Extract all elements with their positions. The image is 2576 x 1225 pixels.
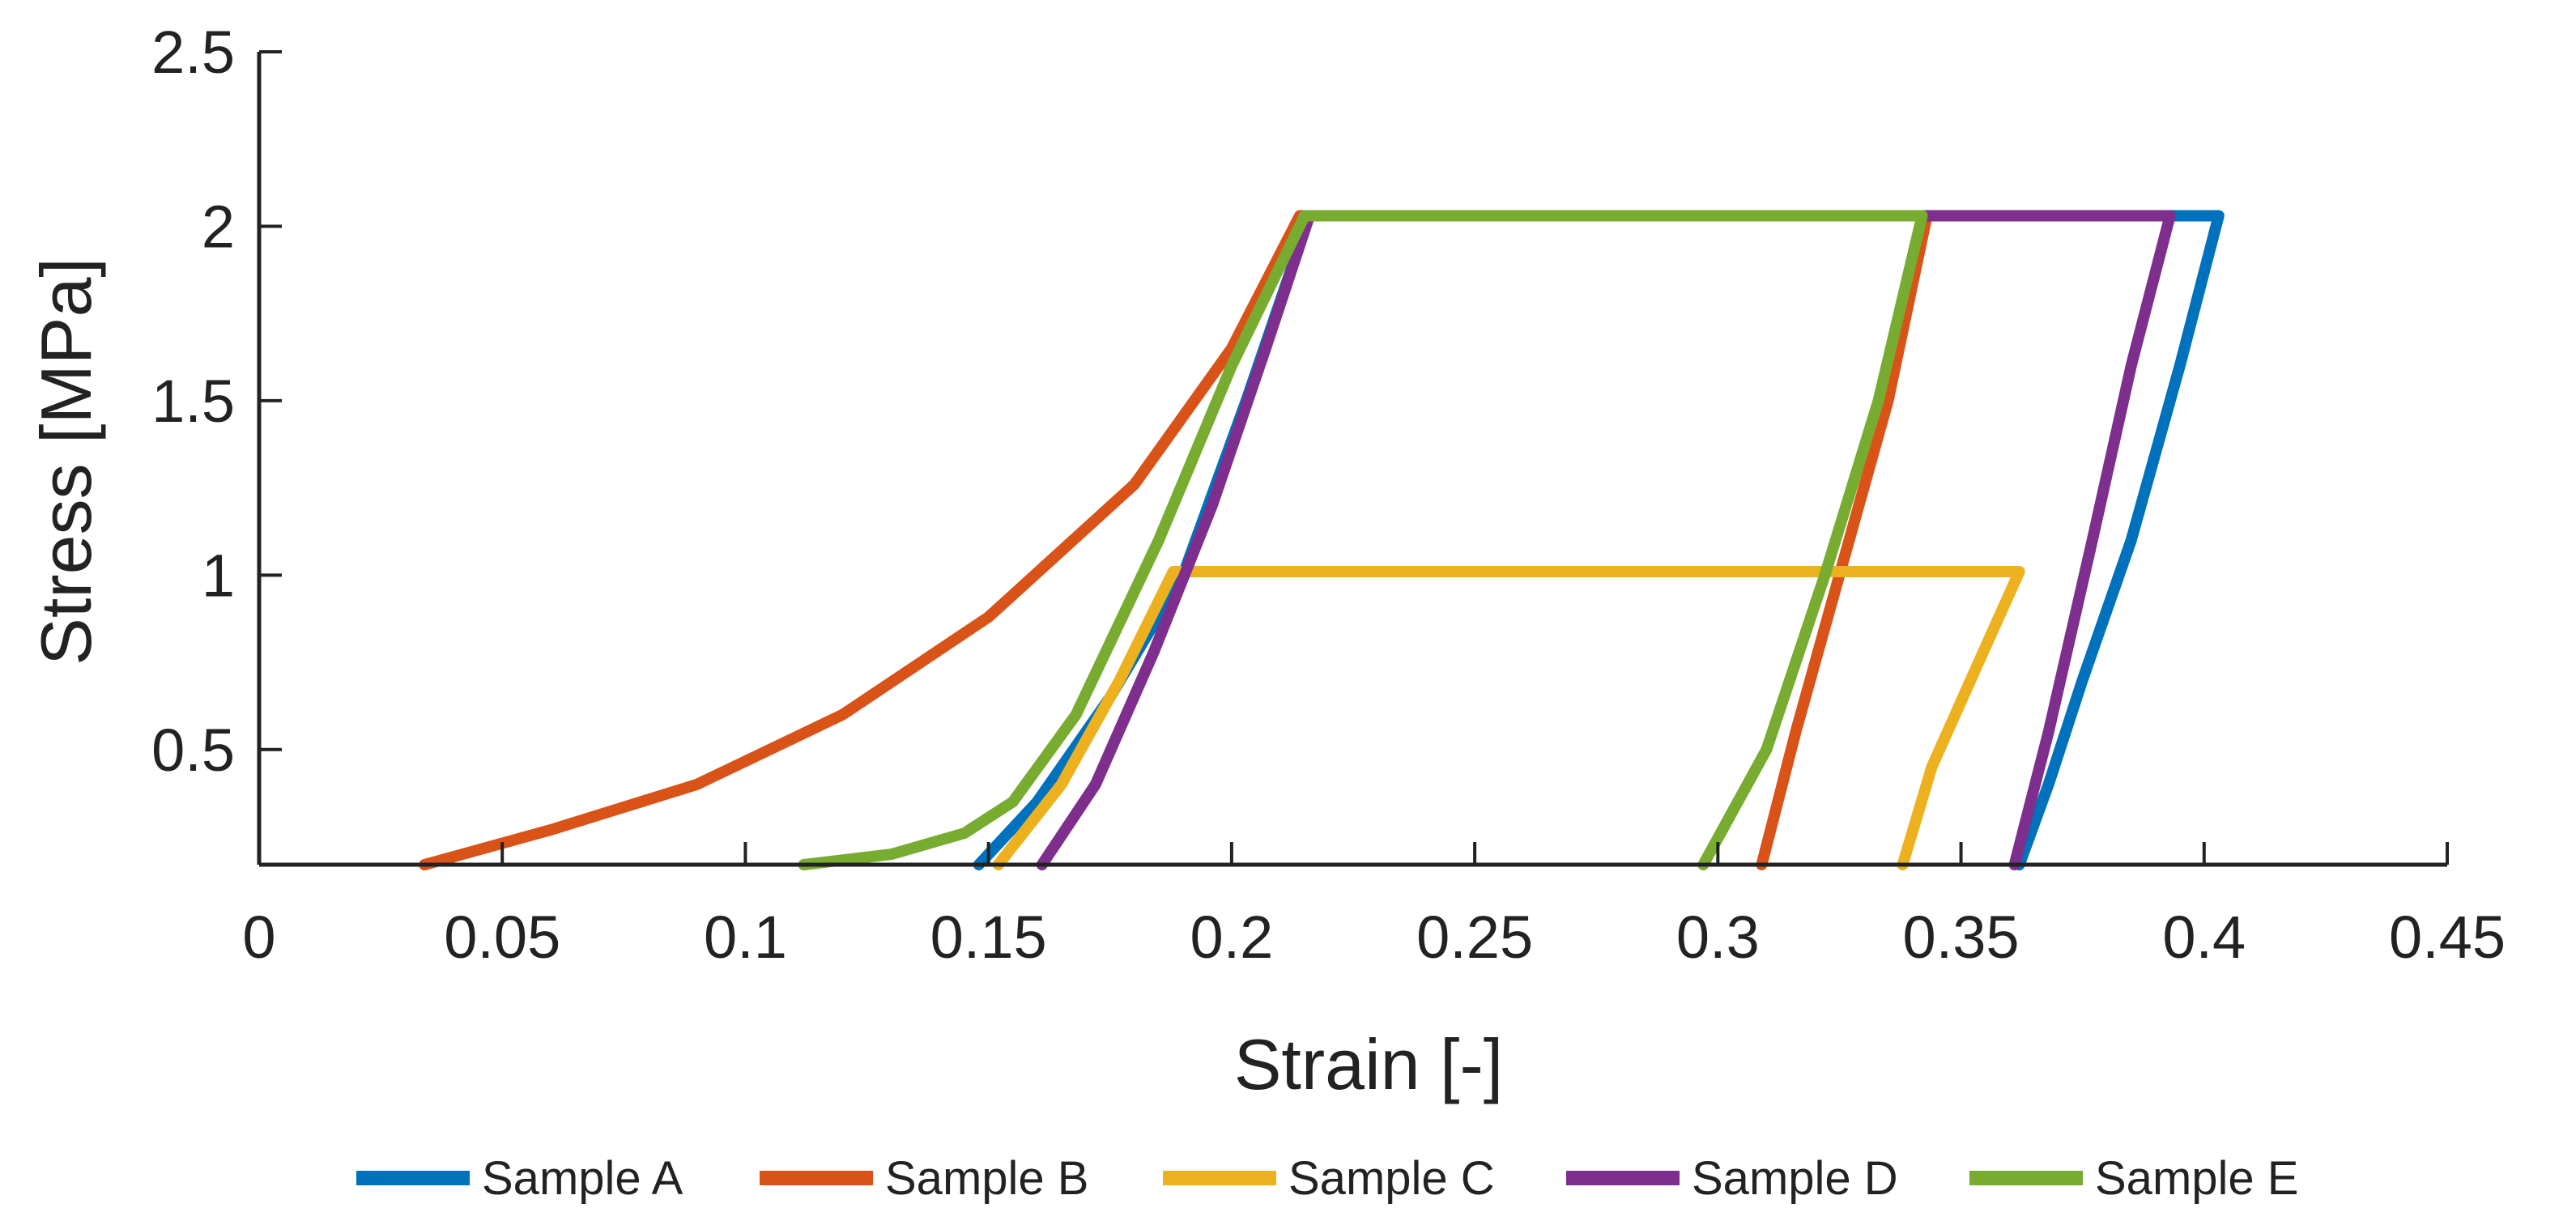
y-tick-label-2: 1.5 <box>151 368 235 435</box>
y-ticks: 0.5 1 1.5 2 2.5 <box>151 19 282 784</box>
y-tick-label-3: 2 <box>202 193 235 260</box>
x-tick-label-4: 0.2 <box>1190 904 1273 971</box>
series-line-sample-e <box>798 210 1928 870</box>
x-axis-title: Strain [-] <box>1234 1024 1504 1104</box>
legend-label-1: Sample B <box>885 1152 1088 1205</box>
axes-layer <box>257 52 2447 867</box>
y-tick-label-1: 1 <box>202 542 235 609</box>
x-tick-label-1: 0.05 <box>444 904 560 971</box>
legend-label-3: Sample D <box>1692 1152 1898 1205</box>
series-layer <box>419 210 2225 870</box>
legend-label-2: Sample C <box>1288 1152 1495 1205</box>
x-tick-label-6: 0.3 <box>1676 904 1760 971</box>
x-ticks: 0 0.05 0.1 0.15 0.2 0.25 0.3 0.35 0.4 0.45 <box>242 842 2506 971</box>
legend: Sample A Sample B Sample C Sample D Sample E <box>356 1152 2298 1205</box>
legend-label-4: Sample E <box>2095 1152 2298 1205</box>
series-line-sample-b <box>419 210 1933 870</box>
x-tick-label-0: 0 <box>242 904 275 971</box>
x-tick-label-9: 0.45 <box>2389 904 2506 971</box>
y-axis-title: Stress [MPa] <box>26 257 106 666</box>
y-tick-label-0: 0.5 <box>151 717 235 784</box>
legend-label-0: Sample A <box>482 1152 683 1205</box>
x-tick-label-3: 0.15 <box>930 904 1047 971</box>
x-tick-label-7: 0.35 <box>1903 904 2020 971</box>
x-tick-label-8: 0.4 <box>2162 904 2246 971</box>
series-line-sample-c <box>992 566 2025 870</box>
x-tick-label-2: 0.1 <box>704 904 787 971</box>
y-tick-label-4: 2.5 <box>151 19 235 86</box>
x-tick-label-5: 0.25 <box>1416 904 1533 971</box>
